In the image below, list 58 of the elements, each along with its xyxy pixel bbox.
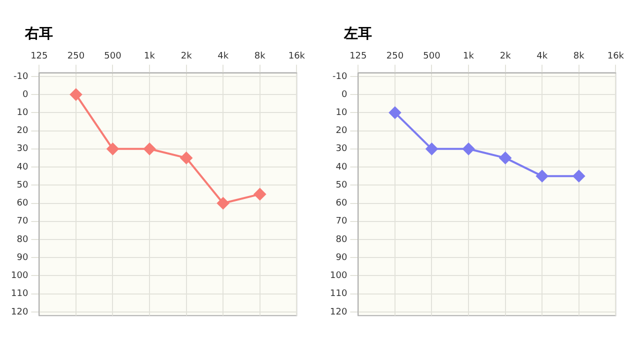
point bbox=[180, 152, 192, 164]
point bbox=[70, 88, 82, 101]
chart-title: 右耳 bbox=[24, 25, 54, 44]
point bbox=[217, 197, 230, 210]
x-tick-label: 4k bbox=[218, 52, 230, 62]
point bbox=[388, 106, 401, 119]
x-tick-label: 1k bbox=[463, 52, 475, 62]
point bbox=[144, 142, 156, 155]
x-tick-label: 16k bbox=[288, 52, 306, 62]
chart-title: 左耳 bbox=[342, 25, 373, 44]
y-tick-label: 60 bbox=[336, 198, 348, 209]
y-tick-label: 10 bbox=[16, 108, 28, 118]
y-tick-label: 110 bbox=[330, 289, 348, 300]
point bbox=[536, 170, 548, 182]
y-tick-label: 80 bbox=[16, 234, 28, 245]
point bbox=[499, 152, 512, 164]
y-tick-label: 100 bbox=[10, 271, 28, 282]
y-tick-label: 50 bbox=[16, 180, 28, 190]
y-tick-label: 110 bbox=[10, 289, 28, 300]
x-tick-label: 2k bbox=[180, 52, 193, 62]
x-tick-label: 125 bbox=[350, 52, 367, 62]
x-tick-label: 1k bbox=[144, 52, 156, 62]
x-tick-label: 16k bbox=[607, 52, 625, 62]
y-tick-label: -10 bbox=[13, 72, 28, 82]
x-tick-label: 125 bbox=[30, 52, 48, 62]
y-tick-label: 40 bbox=[16, 162, 28, 172]
y-tick-label: 50 bbox=[336, 180, 348, 190]
y-tick-label: 20 bbox=[16, 126, 28, 136]
y-tick-label: 10 bbox=[336, 108, 348, 118]
y-tick-label: 40 bbox=[336, 162, 348, 172]
y-tick-label: 120 bbox=[10, 307, 28, 318]
y-tick-label: 30 bbox=[16, 144, 28, 154]
y-tick-label: 90 bbox=[16, 252, 28, 263]
y-tick-label: 120 bbox=[330, 307, 348, 318]
x-tick-label: 500 bbox=[423, 52, 441, 62]
point bbox=[462, 142, 475, 155]
point bbox=[426, 142, 438, 155]
y-tick-label: 70 bbox=[16, 216, 28, 227]
y-tick-label: 70 bbox=[336, 216, 348, 227]
x-tick-label: 8k bbox=[573, 52, 586, 62]
y-tick-label: 60 bbox=[16, 198, 28, 209]
y-tick-label: -10 bbox=[332, 72, 348, 82]
y-tick-label: 80 bbox=[336, 234, 348, 245]
point bbox=[106, 142, 119, 155]
point bbox=[254, 188, 266, 200]
x-tick-label: 4k bbox=[536, 52, 548, 62]
x-tick-label: 8k bbox=[254, 52, 266, 62]
x-tick-label: 250 bbox=[386, 52, 404, 62]
y-tick-label: 90 bbox=[336, 252, 348, 263]
x-tick-label: 2k bbox=[500, 52, 512, 62]
y-tick-label: 100 bbox=[330, 271, 348, 282]
x-tick-label: 500 bbox=[104, 52, 122, 62]
y-tick-label: 0 bbox=[22, 90, 28, 100]
x-tick-label: 250 bbox=[67, 52, 85, 62]
y-tick-label: 20 bbox=[336, 126, 348, 136]
point bbox=[572, 170, 585, 182]
y-tick-label: 30 bbox=[336, 144, 348, 154]
y-tick-label: 0 bbox=[341, 90, 348, 100]
